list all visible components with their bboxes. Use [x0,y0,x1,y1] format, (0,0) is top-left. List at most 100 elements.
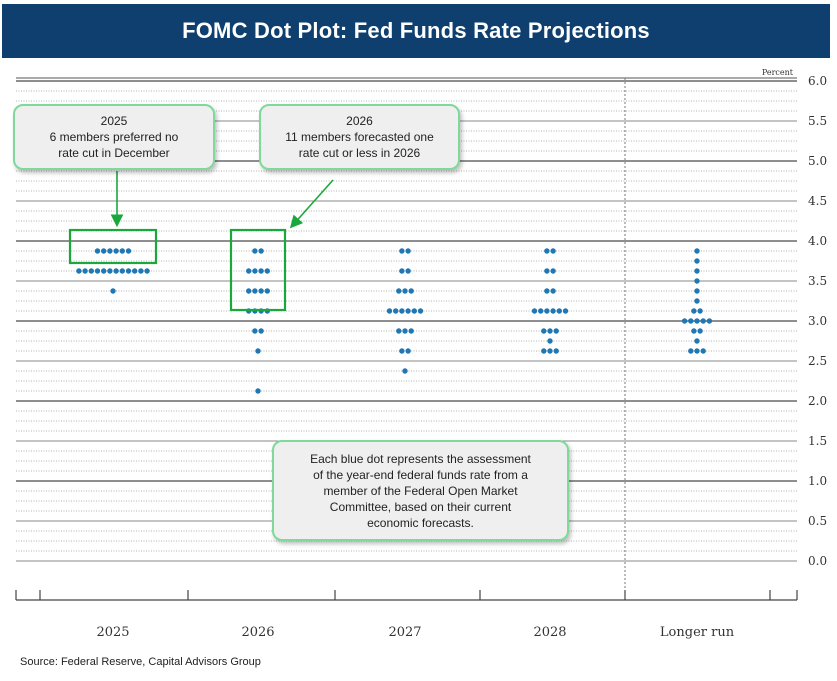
rate-dot [396,288,402,294]
y-tick-label: 2.5 [808,354,827,368]
rate-dot [700,348,706,354]
rate-dot [700,318,706,324]
rate-dot [82,268,88,274]
rate-dot [553,328,559,334]
rate-dot [697,308,703,314]
rate-dot [694,258,700,264]
x-tick-label: Longer run [660,625,735,640]
rate-dot [132,268,138,274]
rate-dot [553,348,559,354]
rate-dot [399,268,405,274]
x-tick-label: 2028 [533,625,566,640]
y-tick-label: 0.0 [808,554,827,568]
y-tick-label: 5.5 [808,114,827,128]
rate-dot [411,308,417,314]
rate-dot [246,288,252,294]
rate-dot [399,248,405,254]
rate-dot [550,308,556,314]
rate-dot [691,328,697,334]
rate-dot [402,368,408,374]
rate-dot [405,268,411,274]
x-tick-label: 2026 [241,625,274,640]
y-tick-label: 3.0 [808,314,827,328]
y-tick-label: 3.5 [808,274,827,288]
rate-dot [544,288,550,294]
rate-dot [694,278,700,284]
rate-dot [550,288,556,294]
rate-dot [252,248,258,254]
rate-dot [101,248,107,254]
rate-dot [694,338,700,344]
rate-dot [107,248,113,254]
callout-dot-explanation: Each blue dot represents the assessment … [272,440,569,541]
rate-dot [258,328,264,334]
rate-dot [417,308,424,314]
rate-dot [405,248,411,254]
rate-dot [694,288,700,294]
rate-dot [113,248,119,254]
rate-dot [125,268,132,274]
rate-dot [408,328,414,334]
y-axis-label: Percent [762,68,794,77]
rate-dot [541,328,547,334]
rate-dot [547,328,553,334]
rate-dot [252,288,258,294]
rate-dot [94,268,101,274]
rate-dot [258,268,264,274]
chart-title: FOMC Dot Plot: Fed Funds Rate Projection… [182,18,650,43]
rate-dot [544,248,550,254]
y-tick-label: 5.0 [808,154,827,168]
callout-2025-text: 2025 6 members preferred no rate cut in … [49,114,179,160]
callout-2025: 2025 6 members preferred no rate cut in … [13,104,215,170]
callout-2026-text: 2026 11 members forecasted one rate cut … [285,114,434,160]
rate-dot [706,318,713,324]
y-tick-label: 1.0 [808,474,827,488]
rate-dot [113,268,119,274]
rate-dot [531,308,538,314]
rate-dot [688,318,694,324]
rate-dot [76,268,82,274]
y-tick-label: 4.0 [808,234,827,248]
rate-dot [258,288,264,294]
rate-dot [393,308,399,314]
rate-dot [697,328,703,334]
x-tick-label: 2027 [388,625,421,640]
rate-dot [402,328,408,334]
rate-dot [694,268,700,274]
x-tick-label: 2025 [96,625,129,640]
rate-dot [547,348,553,354]
rate-dot [556,308,562,314]
rate-dot [252,328,258,334]
rate-dot [694,248,700,254]
rate-dot [681,318,688,324]
callout-dot-explanation-text: Each blue dot represents the assessment … [310,451,531,530]
rate-dot [94,248,101,254]
rate-dot [694,318,700,324]
rate-dot [264,268,270,274]
rate-dot [550,248,556,254]
rate-dot [88,268,95,274]
rate-dot [688,348,694,354]
y-tick-label: 2.0 [808,394,827,408]
y-tick-label: 0.5 [808,514,827,528]
rate-dot [550,268,556,274]
rate-dot [399,308,405,314]
highlight-box-2026 [229,228,287,312]
rate-dot [252,268,258,274]
rate-dot [405,308,411,314]
rate-dot [402,288,408,294]
rate-dot [541,348,547,354]
rate-dot [544,268,550,274]
y-tick-label: 1.5 [808,434,827,448]
rate-dot [562,308,569,314]
highlight-box-2025 [68,228,158,265]
rate-dot [258,248,264,254]
callout-2026: 2026 11 members forecasted one rate cut … [259,104,460,170]
rate-dot [399,348,405,354]
rate-dot [125,248,132,254]
rate-dot [144,268,150,274]
rate-dot [386,308,393,314]
rate-dot [255,348,261,354]
rate-dot [405,348,411,354]
